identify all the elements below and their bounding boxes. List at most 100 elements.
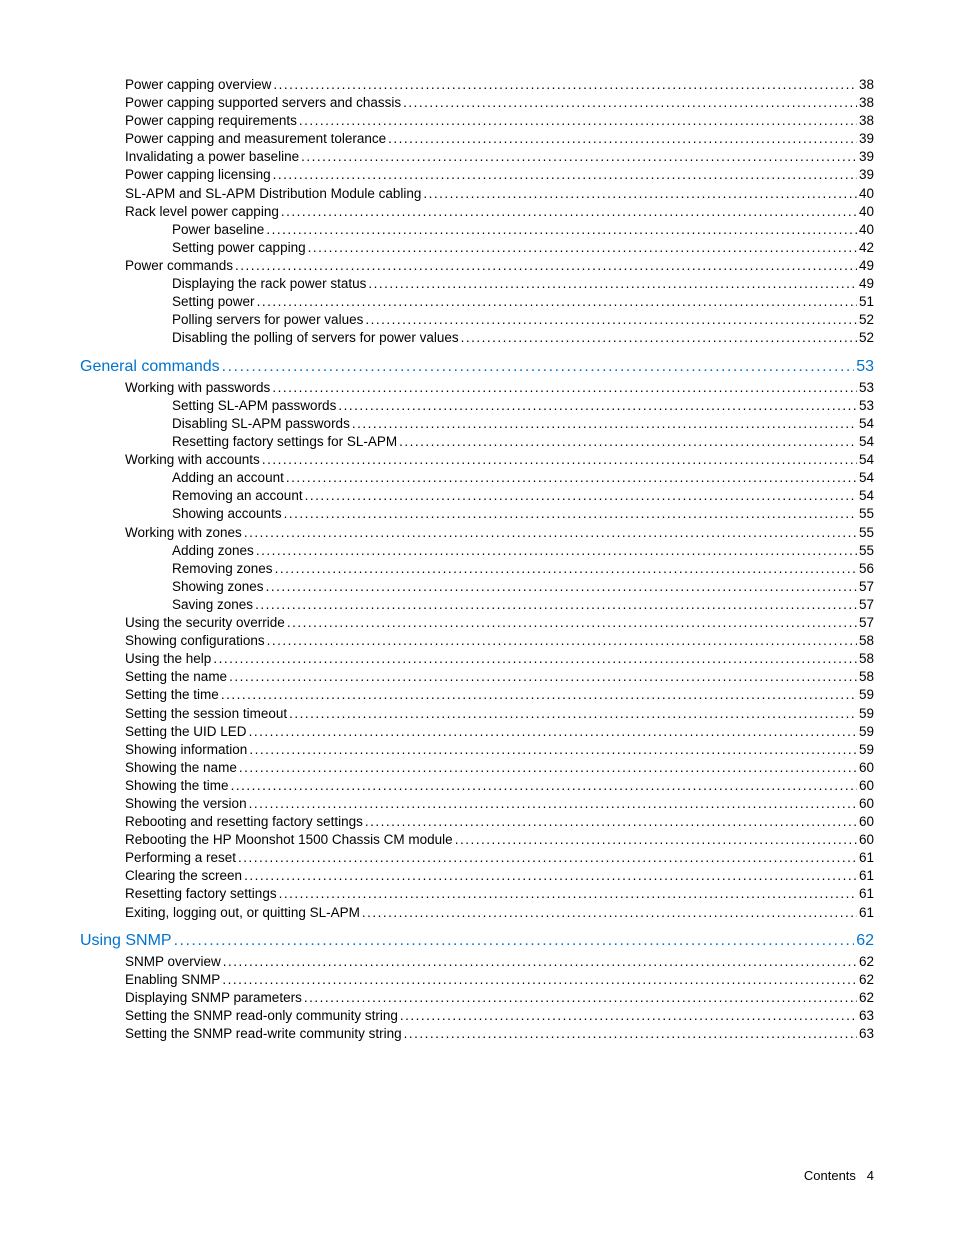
toc-leader-dots bbox=[363, 313, 857, 327]
toc-entry: Working with passwords53 bbox=[80, 381, 874, 395]
toc-section[interactable]: General commands 53 bbox=[80, 359, 874, 375]
toc-entry: Setting the UID LED59 bbox=[80, 725, 874, 739]
toc-entry: Exiting, logging out, or quitting SL-APM… bbox=[80, 906, 874, 920]
toc-entry-title[interactable]: Using SNMP bbox=[80, 933, 172, 949]
toc-leader-dots bbox=[285, 616, 857, 630]
toc-entry-title: Power capping licensing bbox=[125, 168, 271, 182]
toc-leader-dots bbox=[401, 96, 857, 110]
toc-entry-page: 57 bbox=[857, 598, 874, 612]
toc-leader-dots bbox=[211, 652, 857, 666]
toc-entry-title: Showing the time bbox=[125, 779, 229, 793]
toc-entry-page: 54 bbox=[857, 453, 874, 467]
toc-entry-title: Power capping and measurement tolerance bbox=[125, 132, 386, 146]
toc-leader-dots bbox=[220, 359, 855, 375]
toc-entry: Using the security override57 bbox=[80, 616, 874, 630]
toc-entry: Removing an account54 bbox=[80, 489, 874, 503]
toc-entry-title: Setting the SNMP read-write community st… bbox=[125, 1027, 402, 1041]
toc-entry: Power capping requirements38 bbox=[80, 114, 874, 128]
toc-entry: Showing the name60 bbox=[80, 761, 874, 775]
toc-entry-title: Rebooting the HP Moonshot 1500 Chassis C… bbox=[125, 833, 453, 847]
toc-entry: Setting power capping42 bbox=[80, 241, 874, 255]
toc-entry-title: Showing accounts bbox=[172, 507, 282, 521]
toc-entry-title: Setting the SNMP read-only community str… bbox=[125, 1009, 398, 1023]
toc-leader-dots bbox=[366, 277, 857, 291]
toc-entry-page: 53 bbox=[857, 381, 874, 395]
toc-entry: Showing information59 bbox=[80, 743, 874, 757]
toc-entry-title: Polling servers for power values bbox=[172, 313, 363, 327]
toc-leader-dots bbox=[247, 743, 857, 757]
toc-entry-title: Resetting factory settings bbox=[125, 887, 277, 901]
toc-leader-dots bbox=[236, 851, 857, 865]
toc-entry-page: 58 bbox=[857, 634, 874, 648]
toc-entry-page: 60 bbox=[857, 833, 874, 847]
toc-entry-title: Power capping overview bbox=[125, 78, 271, 92]
toc-entry-page: 60 bbox=[857, 815, 874, 829]
toc-entry: Adding an account54 bbox=[80, 471, 874, 485]
toc-leader-dots bbox=[386, 132, 857, 146]
toc-entry-page: 39 bbox=[857, 150, 874, 164]
toc-entry-title: Showing the name bbox=[125, 761, 237, 775]
toc-entry: Power capping supported servers and chas… bbox=[80, 96, 874, 110]
toc-entry-page: 53 bbox=[857, 399, 874, 413]
toc-leader-dots bbox=[219, 688, 857, 702]
toc-entry: Showing the time 60 bbox=[80, 779, 874, 793]
toc-entry-title: Exiting, logging out, or quitting SL-APM bbox=[125, 906, 360, 920]
toc-entry: Removing zones 56 bbox=[80, 562, 874, 576]
toc-entry: Displaying SNMP parameters62 bbox=[80, 991, 874, 1005]
toc-entry-page: 61 bbox=[857, 869, 874, 883]
toc-entry-title: Setting power bbox=[172, 295, 255, 309]
toc-entry: Setting the name58 bbox=[80, 670, 874, 684]
toc-entry-title: SL-APM and SL-APM Distribution Module ca… bbox=[125, 187, 421, 201]
toc-entry-page: 55 bbox=[857, 507, 874, 521]
toc-leader-dots bbox=[302, 991, 857, 1005]
toc-leader-dots bbox=[299, 150, 857, 164]
toc-entry: Enabling SNMP62 bbox=[80, 973, 874, 987]
toc-entry-title: Removing an account bbox=[172, 489, 303, 503]
toc-entry-page: 52 bbox=[857, 313, 874, 327]
toc-entry-page: 38 bbox=[857, 78, 874, 92]
toc-leader-dots bbox=[277, 887, 857, 901]
toc-entry: Clearing the screen61 bbox=[80, 869, 874, 883]
toc-entry: SNMP overview62 bbox=[80, 955, 874, 969]
toc-leader-dots bbox=[220, 973, 857, 987]
toc-leader-dots bbox=[264, 223, 857, 237]
toc-entry-page: 57 bbox=[857, 580, 874, 594]
toc-entry-title: SNMP overview bbox=[125, 955, 221, 969]
toc-entry: Working with zones55 bbox=[80, 526, 874, 540]
toc-section[interactable]: Using SNMP 62 bbox=[80, 933, 874, 949]
toc-entry: Resetting factory settings 61 bbox=[80, 887, 874, 901]
toc-entry: Power baseline40 bbox=[80, 223, 874, 237]
toc-leader-dots bbox=[247, 725, 857, 739]
toc-entry-title[interactable]: General commands bbox=[80, 359, 220, 375]
toc-entry: Rebooting the HP Moonshot 1500 Chassis C… bbox=[80, 833, 874, 847]
toc-entry-page: 60 bbox=[857, 779, 874, 793]
toc-leader-dots bbox=[453, 833, 857, 847]
toc-entry-page[interactable]: 62 bbox=[854, 933, 874, 949]
toc-leader-dots bbox=[397, 435, 857, 449]
toc-entry-title: Saving zones bbox=[172, 598, 253, 612]
toc-entry-page: 59 bbox=[857, 743, 874, 757]
toc-leader-dots bbox=[421, 187, 857, 201]
toc-entry-page: 62 bbox=[857, 991, 874, 1005]
toc-entry-title: Showing zones bbox=[172, 580, 264, 594]
page-footer: Contents 4 bbox=[804, 1168, 874, 1183]
toc-leader-dots bbox=[360, 906, 857, 920]
toc-entry-title: Performing a reset bbox=[125, 851, 236, 865]
toc-entry-page: 61 bbox=[857, 887, 874, 901]
toc-leader-dots bbox=[303, 489, 857, 503]
toc-entry: Rebooting and resetting factory settings… bbox=[80, 815, 874, 829]
toc-leader-dots bbox=[284, 471, 857, 485]
toc-entry-page: 49 bbox=[857, 277, 874, 291]
toc-entry: Resetting factory settings for SL-APM54 bbox=[80, 435, 874, 449]
toc-entry-title: Disabling the polling of servers for pow… bbox=[172, 331, 459, 345]
toc-entry-title: Removing zones bbox=[172, 562, 273, 576]
toc-entry-page: 59 bbox=[857, 707, 874, 721]
toc-entry-title: Invalidating a power baseline bbox=[125, 150, 299, 164]
toc-entry-title: Power commands bbox=[125, 259, 233, 273]
toc-entry-title: Power capping requirements bbox=[125, 114, 297, 128]
toc-entry-page: 56 bbox=[857, 562, 874, 576]
toc-entry-page: 54 bbox=[857, 435, 874, 449]
toc-entry-page[interactable]: 53 bbox=[854, 359, 874, 375]
toc-leader-dots bbox=[350, 417, 857, 431]
toc-entry-page: 55 bbox=[857, 544, 874, 558]
